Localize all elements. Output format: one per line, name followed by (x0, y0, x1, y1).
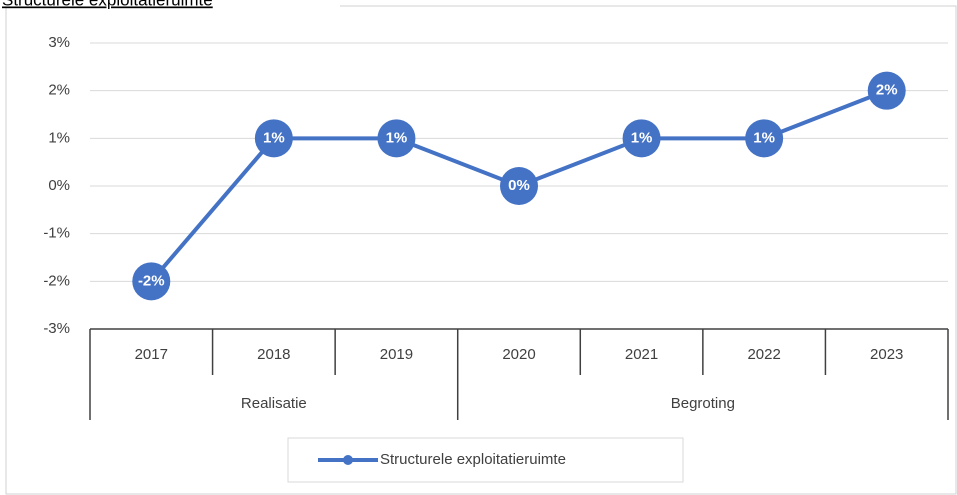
data-marker (622, 119, 661, 158)
x-tick-label: 2018 (257, 346, 290, 363)
data-marker (745, 119, 784, 158)
y-tick-label: 0% (48, 177, 70, 194)
y-tick-label: 2% (48, 82, 70, 99)
y-tick-label: 3% (48, 34, 70, 51)
legend-marker (343, 455, 353, 465)
data-label: 1% (631, 129, 653, 146)
x-tick-label: 2021 (625, 346, 658, 363)
data-label: 2% (876, 82, 898, 99)
y-tick-label: -3% (43, 320, 70, 337)
data-label: 1% (753, 129, 775, 146)
data-label: -2% (138, 272, 165, 289)
x-tick-label: 2019 (380, 346, 413, 363)
x-tick-label: 2023 (870, 346, 903, 363)
chart-frame (5, 5, 957, 495)
x-tick-label: 2022 (747, 346, 780, 363)
data-label: 1% (263, 129, 285, 146)
y-tick-label: -1% (43, 225, 70, 242)
data-marker (867, 71, 906, 110)
title-background (0, 0, 340, 7)
x-tick-label: 2020 (502, 346, 535, 363)
data-marker (377, 119, 416, 158)
data-marker (132, 262, 171, 301)
y-tick-label: 1% (48, 129, 70, 146)
x-tick-label: 2017 (135, 346, 168, 363)
chart-title: Structurele exploitatieruimte (2, 0, 213, 9)
data-label: 1% (386, 129, 408, 146)
data-marker (500, 167, 538, 205)
data-marker (254, 119, 293, 158)
legend-label: Structurele exploitatieruimte (380, 451, 566, 468)
data-label: 0% (508, 177, 530, 194)
group-label: Begroting (671, 395, 735, 412)
group-label: Realisatie (241, 395, 307, 412)
y-tick-label: -2% (43, 272, 70, 289)
